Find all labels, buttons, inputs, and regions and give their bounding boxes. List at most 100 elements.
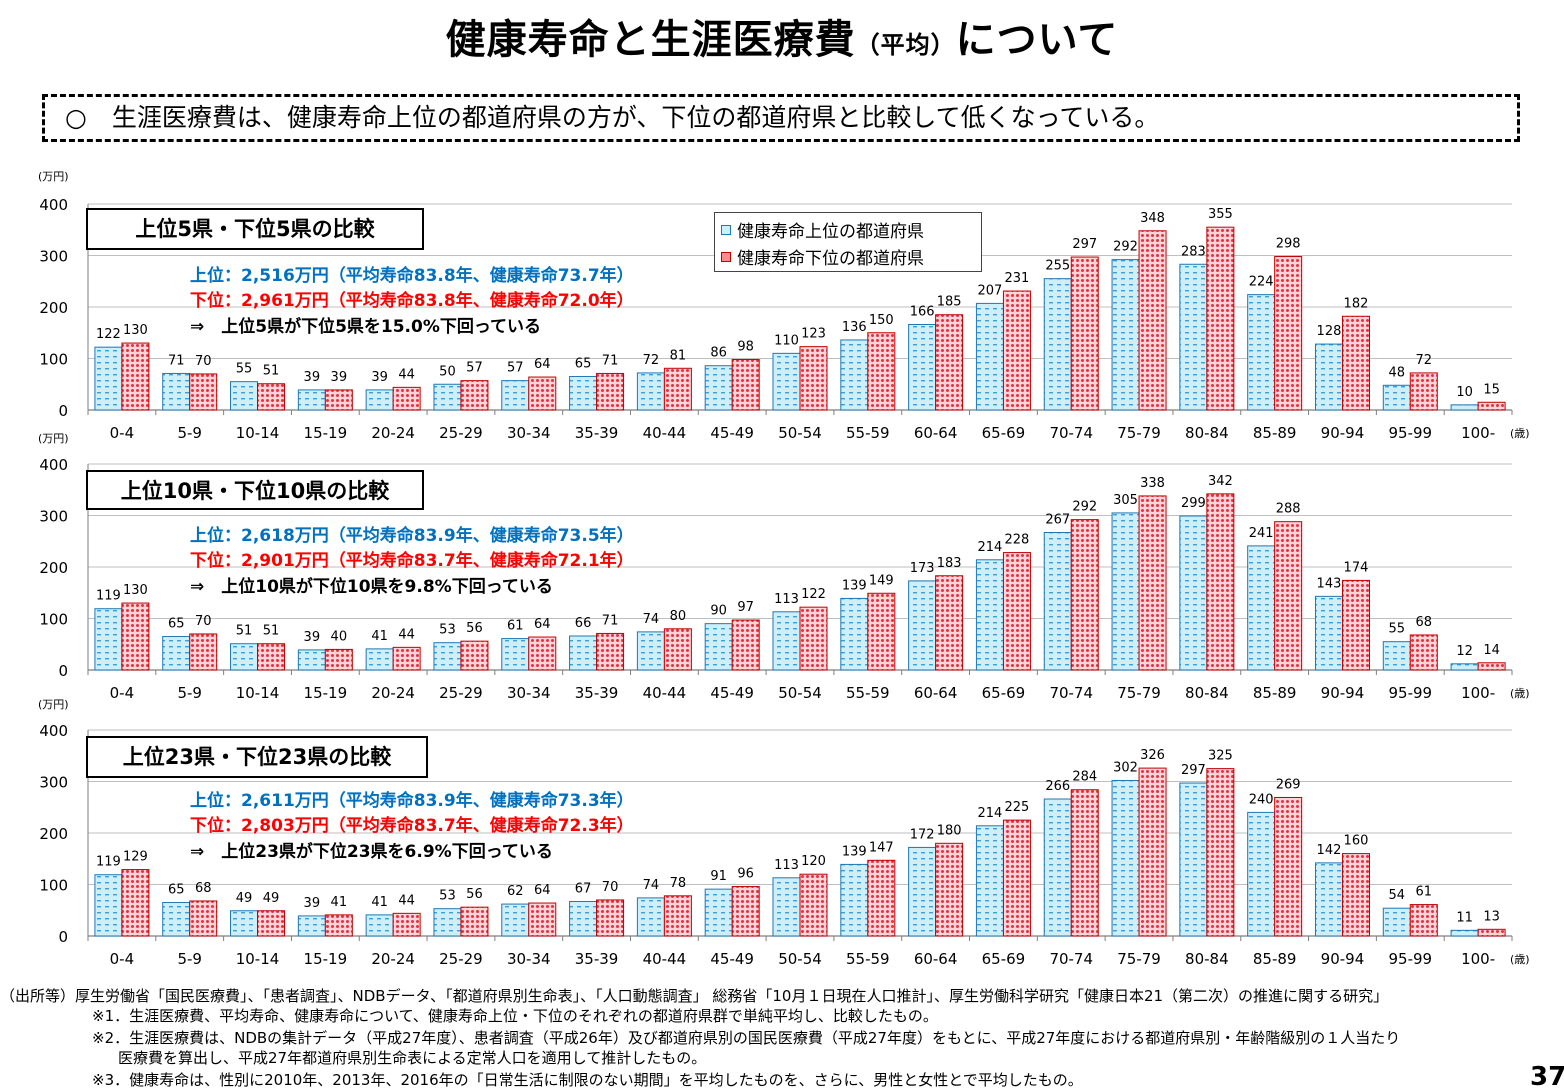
bar-upper (975, 559, 1004, 671)
data-label: 302 (1113, 760, 1138, 775)
bar-upper (94, 874, 123, 937)
data-label: 64 (534, 357, 551, 372)
bar-lower (1274, 796, 1303, 937)
bar-lower (460, 640, 489, 671)
data-label: 255 (1045, 259, 1070, 274)
bar-lower (935, 314, 964, 411)
x-tick-label: 60-64 (914, 684, 958, 702)
bar-upper (704, 365, 733, 411)
chart-panel-top10: 0 100 200 300 400 (万円) 0-4 119 130 5-9 65 70 10-14 51… (0, 428, 1564, 702)
data-label: 120 (801, 854, 826, 869)
bar-lower (121, 342, 150, 411)
data-label: 228 (1005, 533, 1030, 548)
data-label: 297 (1072, 237, 1097, 252)
footer-note-2a: ※2．生涯医療費は、NDBの集計データ（平成27年度）、患者調査（平成26年）及… (92, 1029, 1401, 1047)
bar-lower (189, 373, 218, 411)
bar-upper (569, 900, 598, 937)
x-tick-label: 50-54 (778, 424, 822, 442)
data-label: 119 (96, 589, 121, 604)
data-label: 10 (1456, 385, 1473, 400)
x-tick-label: 40-44 (643, 684, 687, 702)
data-label: 288 (1276, 502, 1301, 517)
data-label: 39 (371, 370, 388, 385)
bar-upper (162, 636, 191, 671)
x-tick-label: 85-89 (1253, 950, 1297, 968)
data-label: 13 (1483, 909, 1500, 924)
y-tick-label: 400 (39, 196, 68, 214)
bar-upper (772, 611, 801, 671)
data-label: 86 (710, 346, 727, 361)
bar-lower (324, 648, 353, 671)
data-label: 231 (1005, 271, 1030, 286)
data-label: 62 (507, 884, 524, 899)
data-label: 160 (1344, 834, 1369, 849)
bar-lower (257, 383, 286, 411)
note-lower: 下位：2,961万円（平均寿命83.8年、健康寿命72.0年） (190, 291, 634, 311)
y-tick-label: 200 (39, 825, 68, 843)
x-tick-label: 10-14 (236, 684, 280, 702)
y-tick-label: 100 (39, 877, 68, 895)
data-label: 292 (1072, 500, 1097, 515)
note-lower: 下位：2,901万円（平均寿命83.7年、健康寿命72.1年） (190, 551, 634, 571)
bar-upper (162, 372, 191, 411)
bar-upper (1111, 512, 1140, 671)
data-label: 65 (168, 883, 185, 898)
page-title: 健康寿命と生涯医療費（平均）について (0, 12, 1564, 73)
data-label: 173 (910, 561, 935, 576)
note-upper: 上位：2,611万円（平均寿命83.9年、健康寿命73.3年） (190, 791, 634, 811)
bar-lower (1138, 230, 1167, 411)
x-axis-unit: (歳) (1510, 953, 1530, 966)
data-label: 71 (168, 353, 185, 368)
y-tick-label: 0 (58, 928, 68, 946)
data-label: 72 (1416, 353, 1433, 368)
data-label: 267 (1045, 512, 1070, 527)
bar-upper (704, 623, 733, 671)
data-label: 49 (236, 891, 253, 906)
y-tick-label: 200 (39, 559, 68, 577)
data-label: 122 (801, 587, 826, 602)
bar-lower (1341, 579, 1370, 671)
bar-lower (1138, 495, 1167, 671)
data-label: 129 (123, 850, 148, 865)
bar-upper (908, 580, 937, 671)
chart-svg: 0 100 200 300 400 (万円) 0-4 122 130 5-9 71 70 10-14 55… (38, 170, 1530, 442)
data-label: 64 (534, 883, 551, 898)
data-label: 166 (910, 305, 935, 320)
data-label: 50 (439, 364, 456, 379)
x-tick-label: 65-69 (982, 950, 1026, 968)
footer-note-1: ※1．生涯医療費、平均寿命、健康寿命について、健康寿命上位・下位のそれぞれの都道… (92, 1007, 938, 1025)
data-label: 266 (1045, 779, 1070, 794)
data-label: 44 (398, 893, 415, 908)
bar-upper (1247, 294, 1276, 411)
data-label: 12 (1456, 644, 1473, 659)
bar-upper (975, 825, 1004, 937)
bar-lower (867, 332, 896, 411)
bar-lower (663, 367, 692, 411)
bar-lower (189, 900, 218, 937)
data-label: 299 (1181, 496, 1206, 511)
panel-title: 上位5県・下位5県の比較 (86, 208, 424, 250)
data-label: 90 (710, 604, 727, 619)
x-tick-label: 30-34 (507, 424, 551, 442)
bar-lower (324, 914, 353, 937)
x-tick-label: 0-4 (110, 950, 135, 968)
bar-upper (297, 649, 326, 671)
footer-note-2b: 医療費を算出し、平成27年都道府県別生命表による定常人口を適用して推計したもの。 (118, 1049, 707, 1067)
bar-upper (501, 380, 530, 411)
bar-lower (1206, 226, 1235, 411)
bar-lower (460, 380, 489, 411)
note-upper: 上位：2,516万円（平均寿命83.8年、健康寿命73.7年） (190, 266, 634, 286)
data-label: 81 (670, 348, 687, 363)
footer-source: （出所等）厚生労働省「国民医療費」、「患者調査」、NDBデータ、「都道府県別生命… (0, 987, 1389, 1005)
data-label: 57 (507, 361, 524, 376)
x-tick-label: 75-79 (1117, 684, 1161, 702)
chart-svg: 0 100 200 300 400 (万円) 0-4 119 130 5-9 65 70 10-14 51… (38, 432, 1530, 702)
data-label: 39 (304, 370, 321, 385)
legend-swatch-lower (721, 251, 731, 262)
data-label: 136 (842, 320, 867, 335)
data-label: 123 (801, 327, 826, 342)
bar-lower (596, 372, 625, 411)
bar-lower (528, 636, 557, 671)
x-tick-label: 55-59 (846, 424, 890, 442)
data-label: 225 (1005, 800, 1030, 815)
